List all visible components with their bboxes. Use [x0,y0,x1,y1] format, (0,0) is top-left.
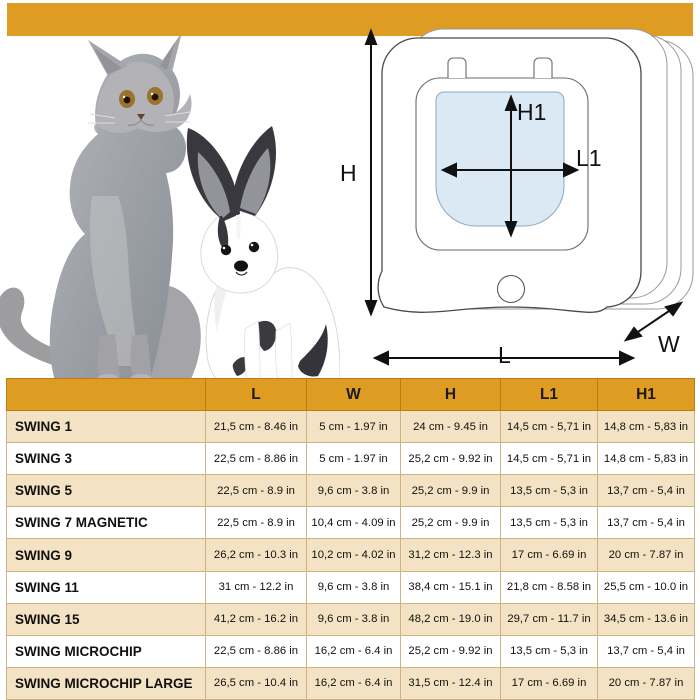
svg-text:L1: L1 [576,145,602,171]
svg-text:W: W [658,331,680,357]
svg-text:H: H [340,160,357,186]
svg-text:L: L [498,342,511,368]
svg-text:H1: H1 [517,99,546,125]
